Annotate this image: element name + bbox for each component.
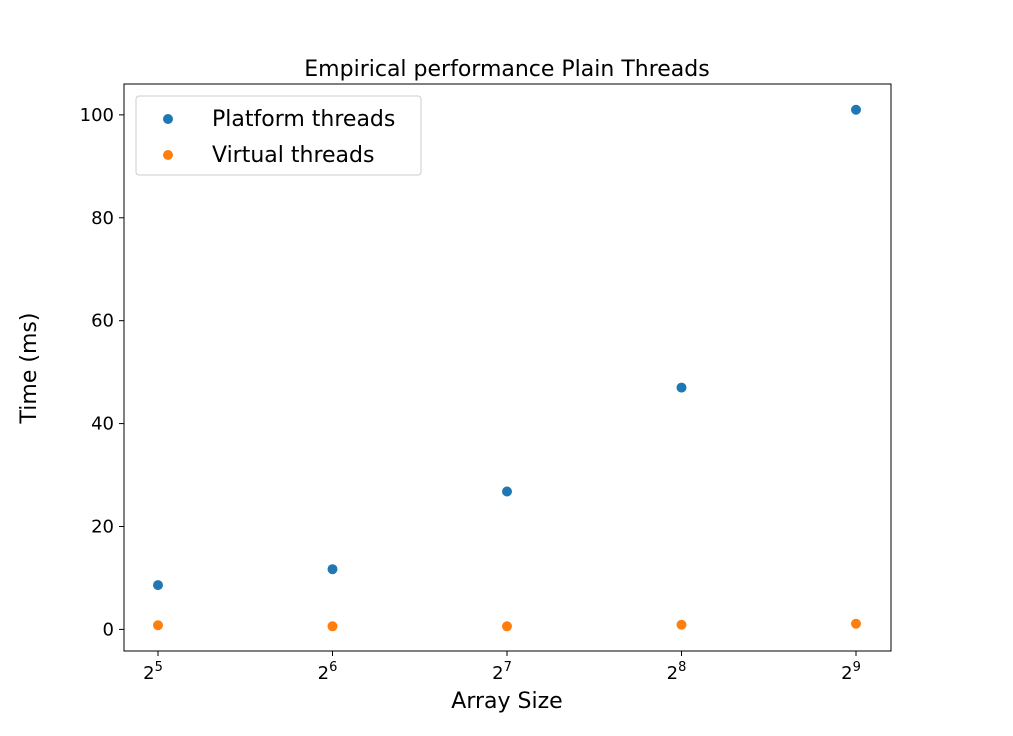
x-tick-label: 27 — [492, 660, 512, 684]
x-tick-label: 25 — [143, 660, 163, 684]
chart-title: Empirical performance Plain Threads — [304, 57, 709, 82]
y-tick-label: 80 — [91, 208, 114, 229]
data-point-platform — [676, 382, 687, 393]
y-tick-label: 0 — [103, 619, 114, 640]
legend: Platform threads Virtual threads — [135, 95, 422, 176]
data-point-virtual — [851, 618, 861, 629]
legend-marker-virtual — [163, 150, 173, 160]
y-tick-label: 100 — [80, 105, 114, 126]
y-tick-label: 60 — [91, 311, 114, 332]
x-axis-title: Array Size — [451, 689, 562, 714]
y-tick-label: 40 — [91, 414, 114, 435]
x-axis-ticks: 25 26 27 28 29 — [143, 651, 861, 684]
data-point-platform — [851, 104, 861, 115]
data-point-platform — [502, 486, 512, 497]
data-point-virtual — [153, 620, 163, 631]
legend-label-platform: Platform threads — [212, 107, 395, 132]
x-tick-label: 29 — [841, 660, 861, 684]
data-point-virtual — [327, 621, 338, 632]
legend-marker-platform — [163, 114, 173, 124]
x-tick-label: 26 — [318, 660, 338, 684]
data-points — [153, 104, 861, 632]
legend-box — [135, 95, 422, 176]
data-point-virtual — [502, 621, 512, 632]
y-axis-ticks: 0 20 40 60 80 100 — [80, 105, 124, 640]
plot-area-frame — [123, 83, 892, 652]
y-tick-label: 20 — [91, 516, 114, 537]
data-point-platform — [153, 580, 163, 591]
data-point-platform — [327, 564, 338, 575]
x-tick-label: 28 — [667, 660, 687, 684]
y-axis-title: Time (ms) — [17, 313, 42, 425]
data-point-virtual — [676, 619, 687, 630]
legend-label-virtual: Virtual threads — [212, 143, 374, 168]
